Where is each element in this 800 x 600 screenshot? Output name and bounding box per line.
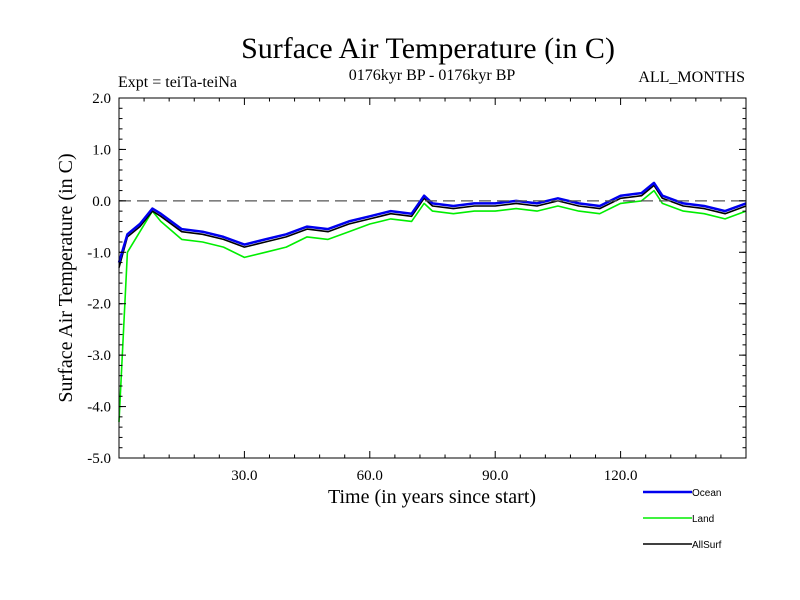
legend: Ocean Land AllSurf	[643, 488, 722, 551]
legend-label-ocean: Ocean	[692, 488, 721, 499]
plot-area	[117, 181, 747, 423]
y-axis-label: Surface Air Temperature (in C)	[55, 153, 77, 402]
series-line-land	[118, 189, 747, 423]
chart-title: Surface Air Temperature (in C)	[241, 32, 615, 65]
x-tick-label: 30.0	[231, 468, 257, 484]
y-tick-label: 1.0	[92, 142, 111, 158]
x-axis-label: Time (in years since start)	[328, 486, 536, 508]
y-tick-label: -4.0	[87, 400, 111, 416]
x-tick-label: 60.0	[357, 468, 383, 484]
y-tick-label: 2.0	[92, 91, 111, 107]
x-tick-label: 90.0	[482, 468, 508, 484]
y-tick-label: -5.0	[87, 451, 111, 467]
months-label: ALL_MONTHS	[638, 69, 745, 86]
axis-ticks: 2.0 1.0 0.0 -1.0 -2.0 -3.0 -4.0 -5.0 30.0 60.0 90.…	[87, 91, 746, 484]
legend-label-land: Land	[692, 514, 714, 525]
plot-frame	[118, 97, 747, 459]
y-tick-label: -3.0	[87, 348, 111, 364]
series-line-allsurf	[118, 184, 747, 268]
period-label: 0176kyr BP - 0176kyr BP	[349, 67, 516, 84]
legend-label-allsurf: AllSurf	[692, 540, 722, 551]
y-tick-label: 0.0	[92, 194, 111, 210]
x-tick-label: 120.0	[604, 468, 638, 484]
series-line-ocean	[117, 181, 747, 263]
experiment-label: Expt = teiTa-teiNa	[118, 74, 237, 91]
y-tick-label: -1.0	[87, 245, 111, 261]
y-tick-label: -2.0	[87, 297, 111, 313]
